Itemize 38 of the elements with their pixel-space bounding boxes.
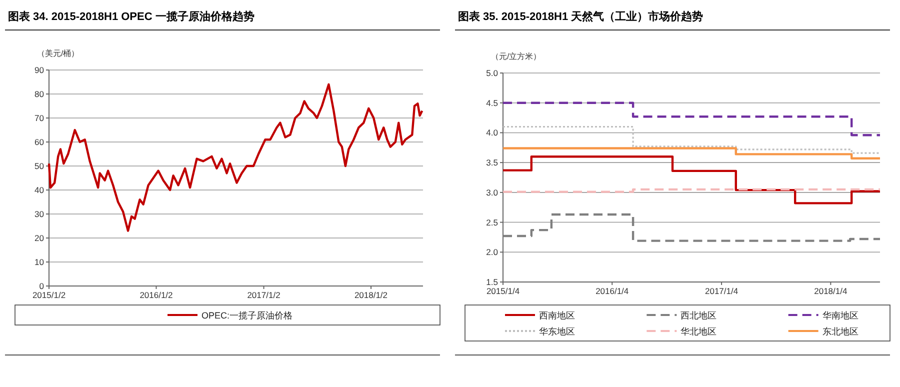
legend-label: 东北地区 xyxy=(822,326,858,336)
line-series xyxy=(48,83,424,232)
y-tick-label: 20 xyxy=(34,233,44,243)
y-tick-label: 4.0 xyxy=(486,128,498,138)
y-tick-label: 4.5 xyxy=(486,98,498,108)
legend-label: 华东地区 xyxy=(539,326,575,336)
y-tick-label: 5.0 xyxy=(486,68,498,78)
x-tick-label: 2016/1/2 xyxy=(140,290,174,300)
y-tick-label: 3.0 xyxy=(486,187,498,198)
y-tick-label: 50 xyxy=(34,161,44,171)
x-tick-label: 2018/1/2 xyxy=(354,290,388,300)
legend-label: 西北地区 xyxy=(680,310,717,320)
legend-label: 华南地区 xyxy=(822,310,858,320)
y-tick-label: 90 xyxy=(34,65,44,75)
y-tick-label: 0 xyxy=(39,281,44,291)
chart-title: 图表 35. 2015-2018H1 天然气（工业）市场价趋势 xyxy=(458,10,704,23)
y-tick-label: 3.5 xyxy=(486,158,498,168)
y-tick-label: 40 xyxy=(34,185,44,195)
y-axis-title: （美元/桶） xyxy=(37,49,80,58)
legend-label: 华北地区 xyxy=(680,326,717,336)
x-tick-label: 2015/1/2 xyxy=(32,290,66,300)
y-tick-label: 10 xyxy=(34,257,44,267)
x-tick-label: 2017/1/2 xyxy=(247,290,281,300)
y-axis-title: （元/立方米） xyxy=(491,52,542,61)
y-tick-label: 60 xyxy=(34,137,44,147)
x-tick-label: 2015/1/4 xyxy=(486,286,520,296)
y-tick-label: 70 xyxy=(34,113,44,123)
y-tick-label: 30 xyxy=(34,209,44,219)
x-tick-label: 2017/1/4 xyxy=(705,286,738,296)
y-tick-label: 80 xyxy=(34,89,44,99)
x-tick-label: 2018/1/4 xyxy=(814,286,848,296)
chart-title: 图表 34. 2015-2018H1 OPEC 一揽子原油价格趋势 xyxy=(8,10,254,23)
legend-label: 西南地区 xyxy=(539,310,575,320)
y-tick-label: 1.5 xyxy=(486,277,498,287)
legend-label: OPEC:一揽子原油价格 xyxy=(202,310,293,320)
x-tick-label: 2016/1/4 xyxy=(596,286,629,296)
y-tick-label: 2.0 xyxy=(486,247,498,258)
y-tick-label: 2.5 xyxy=(486,217,498,228)
